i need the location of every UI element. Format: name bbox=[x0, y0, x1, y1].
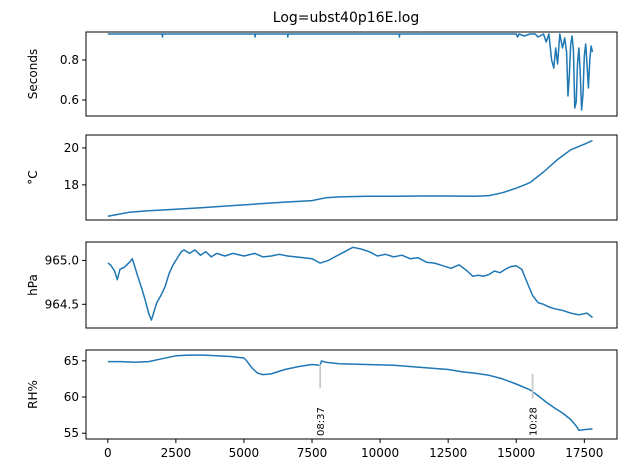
x-tick-label-5: 10000 bbox=[361, 446, 399, 460]
y-tick-label-1-1: 0.6 bbox=[60, 93, 79, 107]
y-axis-label-2: °C bbox=[26, 170, 40, 184]
x-tick-label-3: 5000 bbox=[229, 446, 260, 460]
panel-2: 18 20 °C bbox=[26, 134, 618, 221]
y-tick-label-4-2: 60 bbox=[64, 390, 79, 404]
annotation-label-2: 10:28 bbox=[529, 407, 540, 436]
x-axis: 0 2500 5000 7500 10000 12500 15000 17500 bbox=[104, 439, 603, 460]
y-axis-label-3: hPa bbox=[26, 274, 40, 296]
y-tick-label-4-1: 55 bbox=[64, 426, 79, 440]
panels: 0.6 0.8 Seconds 18 20 °C 964.5 965.0 hPa 55 60 65 RH… bbox=[26, 31, 618, 460]
x-tick-label-1: 0 bbox=[104, 446, 112, 460]
panel-3: 964.5 965.0 hPa bbox=[26, 241, 618, 329]
axes-frame-4 bbox=[85, 349, 618, 440]
series-line-2 bbox=[107, 139, 593, 218]
y-tick-label-4-3: 65 bbox=[64, 354, 79, 368]
x-tick-label-7: 15000 bbox=[497, 446, 535, 460]
series-line-1 bbox=[107, 33, 594, 111]
y-tick-label-2-1: 18 bbox=[64, 178, 79, 192]
x-tick-label-2: 2500 bbox=[161, 446, 192, 460]
chart-title: Log=ubst40p16E.log bbox=[273, 10, 419, 26]
axes-frame-1 bbox=[85, 31, 618, 117]
panel-1: 0.6 0.8 Seconds bbox=[26, 31, 618, 117]
y-axis-label-1: Seconds bbox=[26, 49, 40, 99]
series-line-3 bbox=[107, 246, 593, 321]
series-line-4 bbox=[107, 354, 593, 432]
x-tick-label-6: 12500 bbox=[429, 446, 467, 460]
y-tick-label-3-2: 965.0 bbox=[45, 253, 79, 267]
axes-frame-2 bbox=[85, 134, 618, 221]
axes-frame-3 bbox=[85, 241, 618, 329]
y-tick-label-1-2: 0.8 bbox=[60, 53, 79, 67]
panel-4: 55 60 65 RH% 08:37 10:28 bbox=[26, 349, 618, 440]
y-tick-label-2-2: 20 bbox=[64, 141, 79, 155]
x-tick-label-8: 17500 bbox=[565, 446, 603, 460]
y-axis-label-4: RH% bbox=[26, 380, 40, 409]
x-tick-label-4: 7500 bbox=[297, 446, 328, 460]
annotation-label-1: 08:37 bbox=[316, 407, 327, 436]
y-tick-label-3-1: 964.5 bbox=[45, 297, 79, 311]
